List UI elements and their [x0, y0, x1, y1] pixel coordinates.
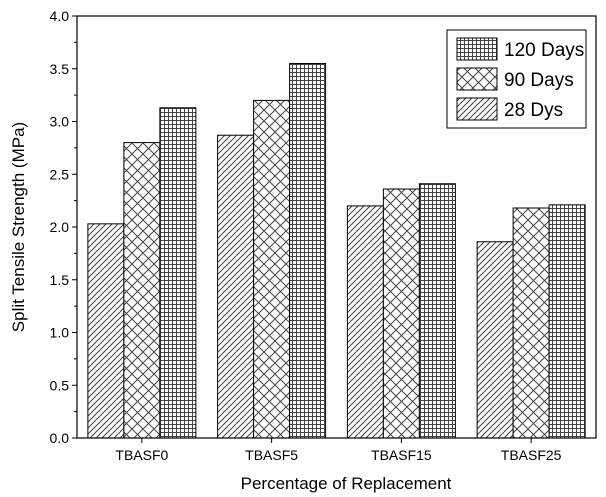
y-tick-label: 1.0: [50, 325, 70, 341]
legend-label-90-days: 90 Days: [504, 70, 574, 91]
legend-label-28-dys: 28 Dys: [504, 100, 563, 121]
bar-tbasf0-120-days: [159, 107, 197, 439]
bar-tbasf5-28-dys: [217, 134, 255, 439]
bar-tbasf5-90-days: [253, 99, 291, 439]
legend-swatch-120-days: [456, 37, 498, 61]
legend-swatch-90-days: [456, 67, 498, 91]
y-tick-label: 2.5: [50, 166, 70, 182]
y-tick-label: 4.0: [50, 8, 70, 24]
x-axis-title: Percentage of Replacement: [241, 474, 452, 493]
bar-tbasf5-120-days: [289, 62, 327, 439]
y-tick-label: 1.5: [50, 272, 70, 288]
bar-tbasf0-28-dys: [87, 223, 125, 439]
y-tick-label: 3.0: [50, 114, 70, 130]
x-tick-label: TBASF0: [115, 447, 168, 463]
x-tick-label: TBASF5: [245, 447, 298, 463]
x-tick-label: TBASF15: [371, 447, 432, 463]
bar-tbasf15-90-days: [382, 188, 420, 439]
bar-tbasf25-90-days: [512, 207, 550, 439]
y-tick-label: 3.5: [50, 61, 70, 77]
legend-swatch-28-dys: [456, 97, 498, 121]
legend-label-120-days: 120 Days: [504, 40, 584, 61]
bar-tbasf15-28-dys: [346, 205, 384, 439]
legend: 120 Days 90 Days 28 Dys: [446, 29, 587, 129]
bar-tbasf15-120-days: [418, 183, 456, 439]
y-tick-label: 0.0: [50, 430, 70, 446]
y-tick-label: 0.5: [50, 377, 70, 393]
plot-area: 0.0 0.5 1.0 1.5 2.0 2.5 3.0 3.5 4.0 TBASF0 TBASF5 T…: [50, 8, 597, 463]
x-tick-label: TBASF25: [501, 447, 562, 463]
bar-tbasf25-28-dys: [476, 241, 514, 439]
bar-tbasf0-90-days: [123, 142, 161, 439]
y-axis-title: Split Tensile Strength (MPa): [9, 122, 28, 332]
bar-tbasf25-120-days: [548, 204, 586, 439]
y-tick-label: 2.0: [50, 219, 70, 235]
